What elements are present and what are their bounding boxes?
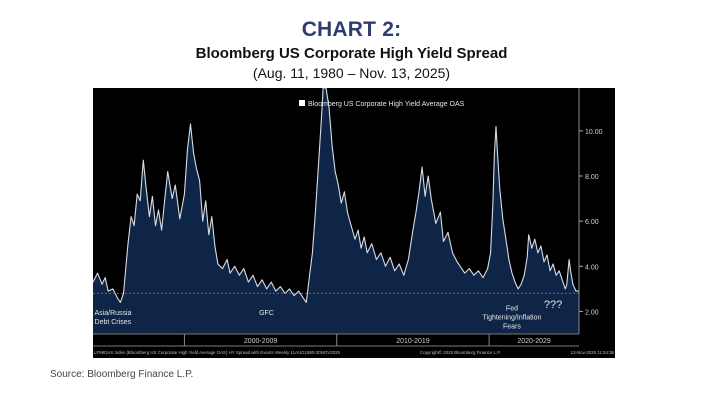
annotation: Asia/Russia Debt Crises — [95, 310, 132, 326]
annotation: GFC — [259, 310, 274, 317]
chart-canvas: 2.00 4.00 6.00 8.00 10.00 2000-2009 2010-2019 2… — [92, 87, 615, 358]
y-tick-label: 6.00 — [585, 219, 599, 226]
annotation: Fed Tightening/Inflation Fears — [483, 305, 542, 330]
source-note: Source: Bloomberg Finance L.P. — [50, 369, 194, 380]
x-tick-label: 2000-2009 — [244, 338, 278, 345]
annotation-line: ??? — [544, 299, 562, 311]
annotation-line: GFC — [259, 310, 274, 317]
annotation-line: Fears — [503, 323, 521, 330]
y-tick-label: 2.00 — [585, 309, 599, 316]
annotation-line: Tightening/Inflation — [483, 314, 542, 321]
y-tick-label: 4.00 — [585, 264, 599, 271]
footer-left: LF98OAS Index (Bloomberg US Corporate Hi… — [94, 350, 340, 355]
y-tick-label: 8.00 — [585, 174, 599, 181]
chart-subtitle: (Aug. 11, 1980 – Nov. 13, 2025) — [252, 65, 451, 81]
chart-label: CHART 2: — [301, 18, 402, 41]
annotation-line: Asia/Russia — [95, 310, 132, 317]
x-tick-label: 2020-2029 — [517, 338, 551, 345]
chart: 2.00 4.00 6.00 8.00 10.00 2000-2009 2010-2019 2… — [92, 87, 615, 358]
x-tick-label: 2010-2019 — [396, 338, 430, 345]
series-line — [92, 87, 579, 303]
annotation-line: Debt Crises — [95, 319, 132, 326]
footer-copyright: Copyright© 2025 Bloomberg Finance L.P. — [420, 350, 501, 355]
legend-label: Bloomberg US Corporate High Yield Averag… — [308, 101, 465, 108]
legend-swatch — [299, 100, 305, 106]
series-area — [93, 88, 579, 334]
chart-title: Bloomberg US Corporate High Yield Spread — [195, 45, 508, 62]
y-tick-label: 10.00 — [585, 129, 603, 136]
footer-timestamp: 13-Nov-2025 11:34:36 — [571, 350, 615, 355]
annotation: ??? — [544, 299, 562, 311]
annotation-line: Fed — [506, 305, 518, 312]
